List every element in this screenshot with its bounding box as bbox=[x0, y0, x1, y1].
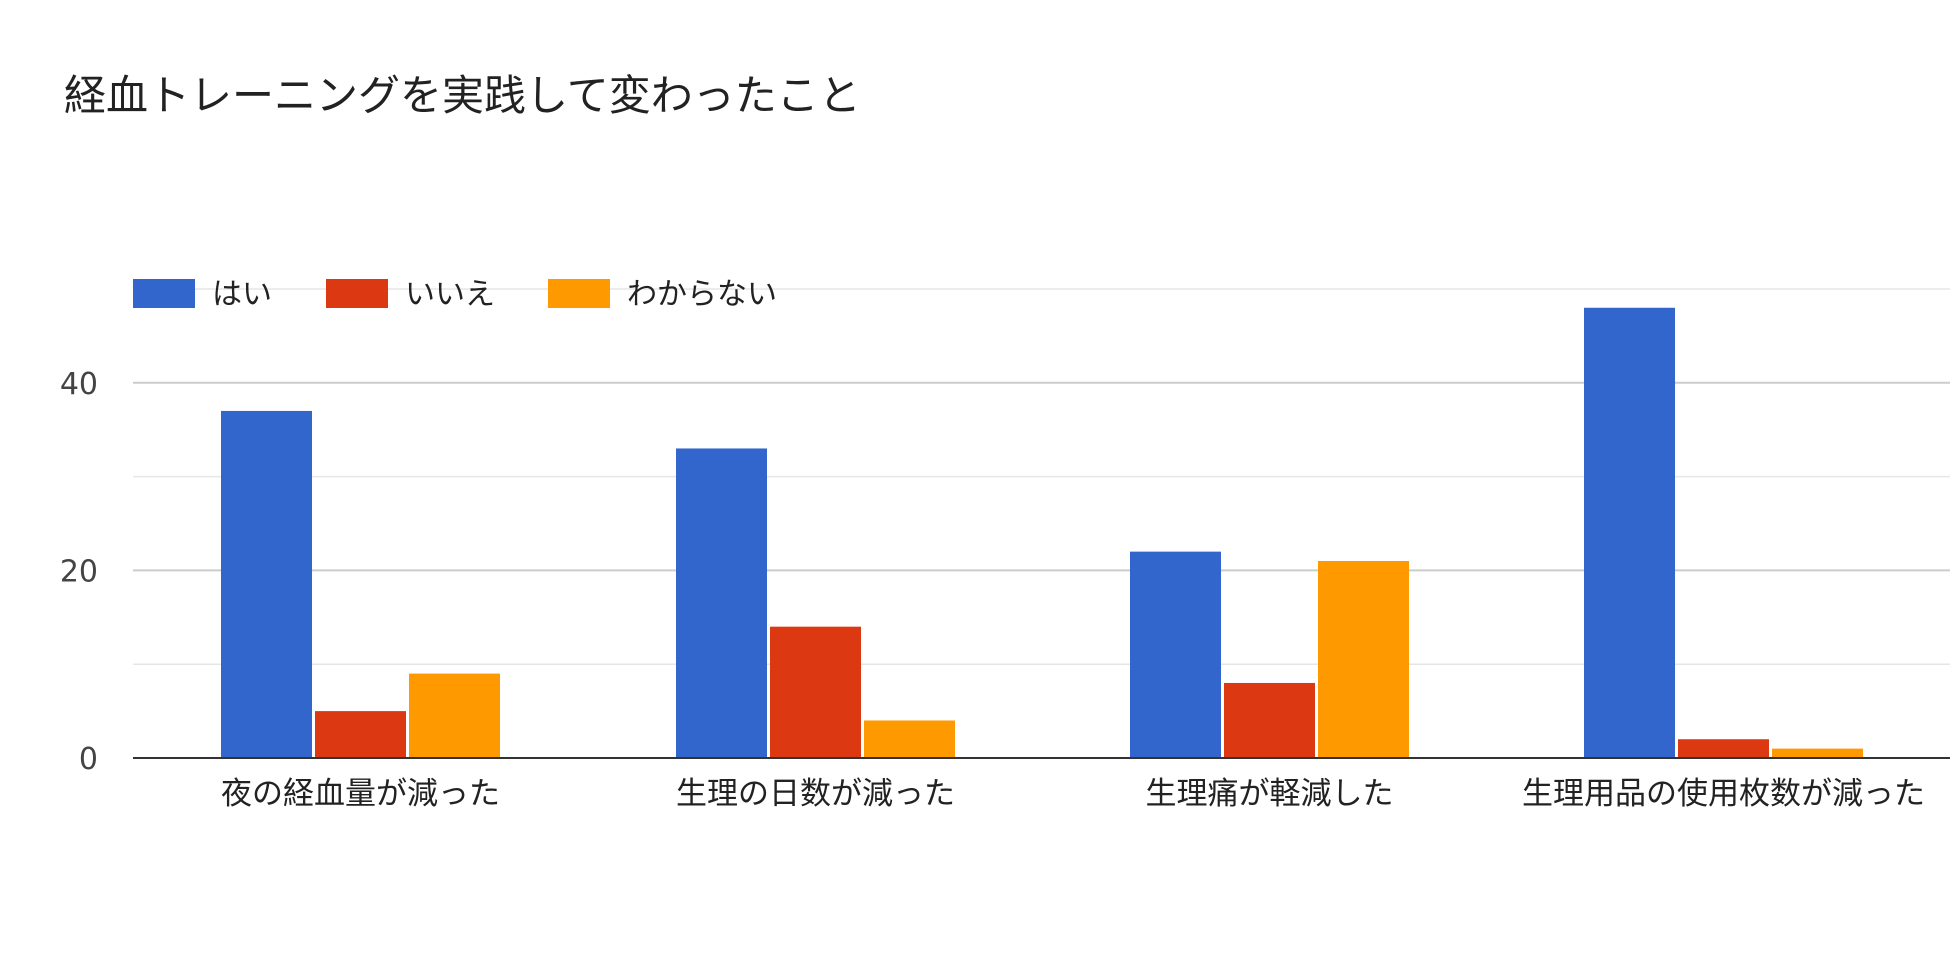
bar-1-4 bbox=[1584, 307, 1675, 758]
legend-label: はい bbox=[212, 277, 272, 312]
x-tick-label: 夜の経血量が減った bbox=[221, 776, 500, 812]
bar-2-4 bbox=[1678, 739, 1769, 758]
legend-item: わからない bbox=[548, 277, 777, 312]
gridlines bbox=[133, 288, 1950, 665]
bar-3-2 bbox=[864, 720, 955, 758]
bar-1-3 bbox=[1130, 551, 1221, 758]
bar-2-1 bbox=[315, 711, 406, 758]
bar-2-2 bbox=[770, 626, 861, 758]
legend-item: はい bbox=[133, 277, 272, 312]
y-tick-label: 40 bbox=[60, 367, 98, 402]
x-tick-label: 生理痛が軽減した bbox=[1146, 776, 1394, 812]
legend-item: いいえ bbox=[326, 277, 495, 312]
y-tick-label: 0 bbox=[79, 742, 98, 777]
legend-label: わからない bbox=[627, 277, 777, 312]
y-axis-ticks: 0 20 40 bbox=[60, 367, 98, 777]
legend-label: いいえ bbox=[405, 277, 495, 312]
bar-2-3 bbox=[1224, 682, 1315, 758]
x-tick-label: 生理の日数が減った bbox=[676, 776, 955, 812]
bar-3-3 bbox=[1318, 561, 1409, 758]
bar-3-1 bbox=[409, 673, 500, 758]
x-tick-label: 生理用品の使用枚数が減った bbox=[1522, 776, 1925, 812]
y-tick-label: 20 bbox=[60, 554, 98, 589]
bar-3-4 bbox=[1772, 748, 1863, 758]
bars bbox=[221, 307, 1863, 758]
legend: はい いいえ わからない bbox=[133, 277, 777, 312]
bar-1-1 bbox=[221, 410, 312, 758]
legend-swatch bbox=[133, 279, 195, 308]
bar-1-2 bbox=[676, 448, 767, 758]
legend-swatch bbox=[326, 279, 388, 308]
chart-title: 経血トレーニングを実践して変わったこと bbox=[64, 71, 861, 120]
x-axis-ticks: 夜の経血量が減った 生理の日数が減った 生理痛が軽減した 生理用品の使用枚数が減った bbox=[221, 776, 1925, 812]
legend-swatch bbox=[548, 279, 610, 308]
